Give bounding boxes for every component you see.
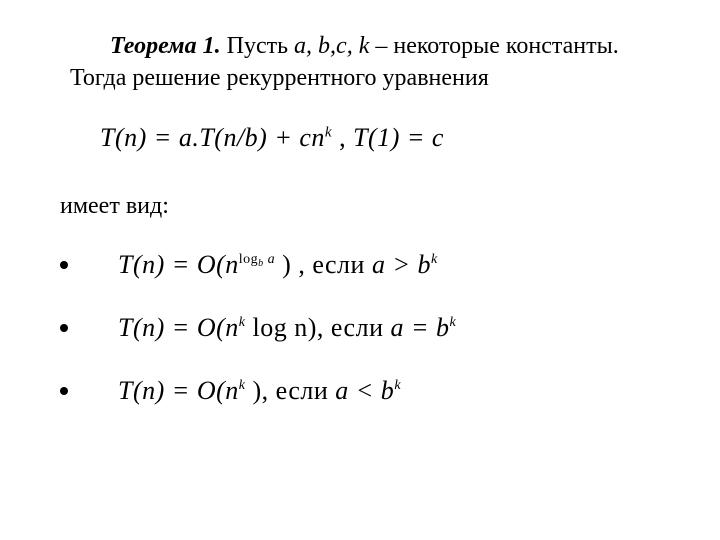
bullet-icon bbox=[60, 261, 68, 269]
case-cond-lhs: a = b bbox=[390, 313, 449, 342]
case-mid: log n), если bbox=[245, 313, 390, 342]
case-row: T(n) = O(nk log n), если a = bk bbox=[70, 301, 660, 356]
case-cond-exp: k bbox=[431, 252, 438, 267]
theorem-label: Теорема 1. bbox=[110, 33, 221, 59]
main-eq-lhs: T(n) = a.T(n/b) + cn bbox=[100, 123, 325, 152]
has-form-label: имеет вид: bbox=[60, 193, 660, 220]
case-cond-exp: k bbox=[394, 378, 401, 393]
case-row: T(n) = O(nk ), если a < bk bbox=[70, 364, 660, 419]
theorem-vars: a, b,c, k bbox=[294, 33, 369, 59]
theorem-statement: Теорема 1. Пусть a, b,c, k – некоторые к… bbox=[70, 30, 660, 95]
case-mid: ), если bbox=[245, 376, 335, 405]
theorem-text-prefix: Пусть bbox=[221, 33, 294, 59]
case-sup1tail: a bbox=[264, 252, 276, 267]
bullet-icon bbox=[60, 387, 68, 395]
case-sup1: log bbox=[239, 252, 258, 267]
case-equation: T(n) = O(nk ), если a < bk bbox=[118, 376, 401, 406]
case-row: T(n) = O(nlogb a ) , если a > bk bbox=[70, 238, 660, 293]
slide-content: Теорема 1. Пусть a, b,c, k – некоторые к… bbox=[0, 0, 720, 447]
case-prefix: T(n) = O(n bbox=[118, 313, 239, 342]
case-equation: T(n) = O(nlogb a ) , если a > bk bbox=[118, 250, 438, 280]
case-mid: ) , если bbox=[275, 250, 372, 279]
case-equation: T(n) = O(nk log n), если a = bk bbox=[118, 313, 456, 343]
case-cond-exp: k bbox=[450, 315, 457, 330]
case-cond-lhs: a > b bbox=[372, 250, 431, 279]
main-equation: T(n) = a.T(n/b) + cnk , T(1) = c bbox=[100, 123, 660, 153]
main-eq-sep: , bbox=[332, 123, 353, 152]
main-eq-rhs: T(1) = c bbox=[353, 123, 444, 152]
case-prefix: T(n) = O(n bbox=[118, 250, 239, 279]
main-eq-exp: k bbox=[325, 124, 332, 140]
case-cond-lhs: a < b bbox=[335, 376, 394, 405]
case-prefix: T(n) = O(n bbox=[118, 376, 239, 405]
bullet-icon bbox=[60, 324, 68, 332]
